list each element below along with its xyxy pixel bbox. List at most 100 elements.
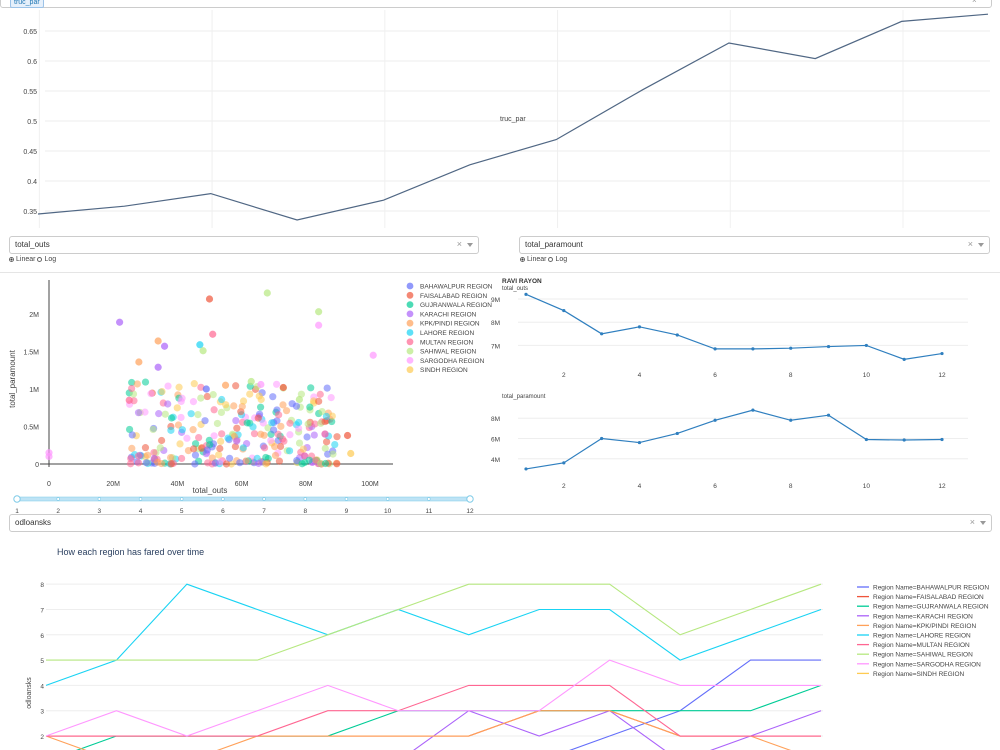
scatter-point xyxy=(222,460,231,468)
x-axis-clear-icon[interactable]: × xyxy=(456,239,462,249)
slider-handle-end xyxy=(466,495,474,503)
scatter-point xyxy=(128,444,136,452)
scatter-point xyxy=(279,383,287,392)
legend-entry: Region Name=SARGODHA REGION xyxy=(873,661,981,668)
scatter-point xyxy=(322,438,331,446)
scatter-point xyxy=(295,395,303,404)
scatter-point xyxy=(187,410,195,418)
x-tick-label: 0 xyxy=(47,481,51,488)
slider-mark-label: 2 xyxy=(56,508,60,514)
radio-log-label: Log xyxy=(555,256,568,263)
truc-par-series-line xyxy=(37,13,989,221)
ravi-series-point xyxy=(675,431,679,436)
scatter-point xyxy=(199,347,207,355)
ravi-series-point xyxy=(524,467,528,471)
top-dropdown-clear-icon[interactable]: × xyxy=(972,0,977,5)
scatter-point xyxy=(286,419,294,427)
scatter-point xyxy=(225,454,234,462)
scatter-point xyxy=(174,421,183,429)
slider-mark-label: 5 xyxy=(180,508,184,514)
scatter-point xyxy=(183,434,191,442)
metric-dropdown[interactable]: odloansks × xyxy=(9,514,992,532)
scatter-point xyxy=(316,390,324,398)
scatter-point xyxy=(271,443,279,451)
legend-marker xyxy=(406,329,414,336)
chevron-down-icon[interactable] xyxy=(978,243,984,247)
scatter-point xyxy=(322,412,331,421)
scatter-point xyxy=(195,433,203,442)
scatter-point xyxy=(233,437,241,445)
scatter-point xyxy=(155,410,163,418)
slider-mark-label: 10 xyxy=(384,508,392,514)
y-tick-label: 0 xyxy=(35,462,39,469)
metric-clear-icon[interactable]: × xyxy=(969,517,975,527)
legend-entry: Region Name=SAHIWAL REGION xyxy=(873,652,973,659)
scatter-point xyxy=(270,426,278,434)
scatter-point xyxy=(203,392,211,401)
x-axis-dropdown[interactable]: total_outs × xyxy=(9,236,479,254)
scatter-point xyxy=(257,430,265,438)
legend-marker xyxy=(406,366,414,374)
y-tick-label: 1M xyxy=(29,387,39,394)
ravi-series-point xyxy=(751,347,755,351)
radio-log-y[interactable] xyxy=(548,257,554,262)
y-tick-label: 0.45 xyxy=(23,149,37,156)
slider-mark-label: 4 xyxy=(139,508,143,514)
ravi-series-point xyxy=(789,346,793,350)
scatter-point xyxy=(213,419,222,428)
scatter-point xyxy=(127,455,135,463)
scatter-point xyxy=(328,417,336,426)
scatter-point xyxy=(149,425,157,434)
chevron-down-icon[interactable] xyxy=(980,521,986,525)
y-axis-clear-icon[interactable]: × xyxy=(967,239,973,249)
legend-entry: Region Name=LAHORE REGION xyxy=(873,633,971,640)
y-axis-dropdown[interactable]: total_paramount × xyxy=(519,236,990,254)
slider-mark-label: 3 xyxy=(98,508,102,514)
legend-marker xyxy=(406,338,414,346)
scatter-point xyxy=(141,408,149,416)
slider-handle-start xyxy=(13,495,21,503)
scatter-point xyxy=(142,459,150,467)
radio-log-x[interactable] xyxy=(37,257,43,262)
y-tick-label: 9M xyxy=(491,297,500,304)
y-tick-label: 8M xyxy=(491,320,500,327)
scatter-point xyxy=(305,456,313,464)
scatter-point xyxy=(275,411,283,419)
scatter-point xyxy=(324,450,332,458)
legend-entry: SINDH REGION xyxy=(420,367,468,374)
y-tick-label: 1.5M xyxy=(23,350,39,357)
ravi-series-line xyxy=(525,409,943,470)
top-dropdown[interactable] xyxy=(0,0,992,8)
x-tick-label: 12 xyxy=(938,372,946,379)
scatter-point xyxy=(321,459,330,468)
y-tick-label: 0.55 xyxy=(23,89,37,96)
scatter-point xyxy=(273,380,281,388)
filter-tag[interactable]: truc_par xyxy=(10,0,44,8)
chevron-down-icon[interactable] xyxy=(467,243,473,247)
ravi-series-point xyxy=(902,438,906,442)
scatter-point xyxy=(205,295,214,303)
ravi-series-point xyxy=(675,333,679,337)
scatter-point xyxy=(221,381,230,389)
scatter-point xyxy=(239,397,248,405)
ravi-series-point xyxy=(751,408,755,412)
ravi-series-point xyxy=(864,437,868,442)
scatter-point xyxy=(333,460,341,468)
x-axis-title: total_outs xyxy=(193,486,228,495)
scatter-point xyxy=(295,439,304,447)
radio-linear-y[interactable] xyxy=(520,257,525,262)
x-axis-scale-radio[interactable]: Linear Log xyxy=(9,256,56,263)
slider-mark-dot xyxy=(427,497,431,501)
y-tick-label: 6M xyxy=(491,437,500,444)
y-tick-label: 8 xyxy=(40,582,44,589)
radio-linear-x[interactable] xyxy=(9,257,14,262)
month-range-slider[interactable]: 1 2 3 4 5 6 7 8 9 10 11 12 xyxy=(0,492,490,514)
scatter-point xyxy=(276,442,285,451)
y-axis-scale-radio[interactable]: Linear Log xyxy=(520,256,567,263)
slider-mark-label: 6 xyxy=(221,508,225,514)
x-tick-label: 100M xyxy=(361,481,379,488)
scatter-point xyxy=(156,444,164,452)
x-tick-label: 4 xyxy=(638,372,642,379)
scatter-point xyxy=(307,384,315,392)
legend-entry: FAISALABAD REGION xyxy=(420,293,487,300)
